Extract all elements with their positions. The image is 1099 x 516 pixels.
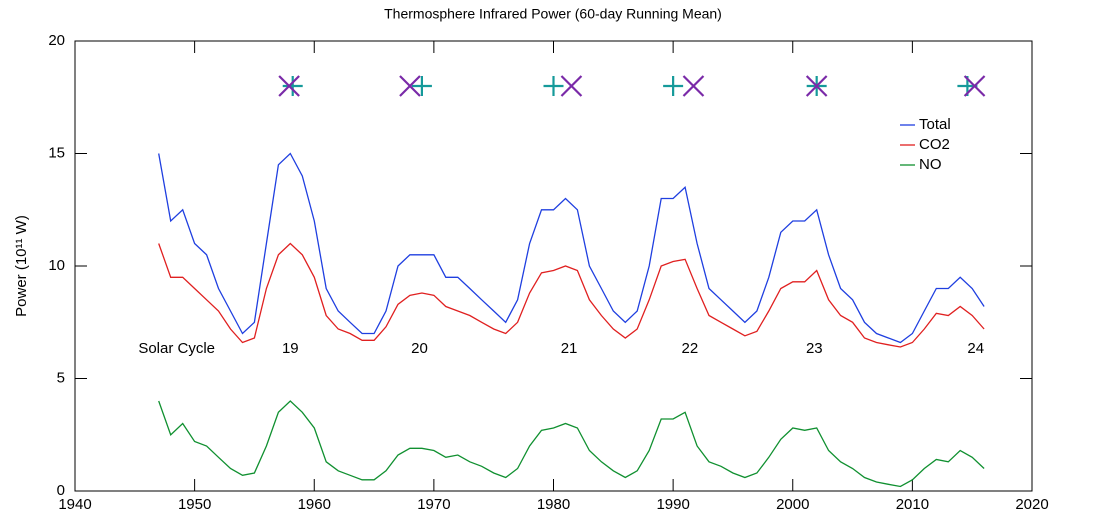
legend-label: CO2: [919, 136, 950, 153]
x-tick-label: 1970: [417, 496, 450, 513]
legend-label: NO: [919, 156, 942, 173]
y-tick-label: 15: [48, 144, 65, 161]
marker-cross: [963, 75, 986, 97]
legend-label: Total: [919, 116, 951, 133]
y-tick-label: 10: [48, 257, 65, 274]
y-tick-label: 5: [57, 369, 65, 386]
chart-title: Thermosphere Infrared Power (60-day Runn…: [384, 6, 722, 22]
annotation: 21: [561, 340, 578, 357]
marker-cross: [399, 75, 421, 97]
x-tick-label: 1940: [58, 496, 91, 513]
x-tick-label: 1980: [537, 496, 570, 513]
marker-plus: [282, 76, 303, 96]
marker-stroke: [682, 75, 705, 97]
marker-stroke: [963, 75, 986, 97]
marker-plus: [411, 76, 432, 96]
y-axis-label: Power (10¹¹ W): [13, 215, 30, 317]
x-tick-label: 1950: [178, 496, 211, 513]
marker-cross: [278, 75, 300, 97]
data-line: [158, 152, 985, 344]
marker-cross: [560, 75, 583, 97]
data-line: [158, 242, 985, 348]
x-tick-label: 2000: [776, 496, 809, 513]
x-tick-label: 2010: [896, 496, 929, 513]
x-tick-label: 2020: [1015, 496, 1048, 513]
marker-stroke: [278, 75, 300, 97]
y-tick-label: 0: [57, 482, 65, 499]
annotation: 20: [411, 340, 428, 357]
marker-cross: [682, 75, 705, 97]
marker-plus: [663, 76, 684, 96]
annotation: Solar Cycle: [138, 340, 215, 357]
marker-cross: [805, 75, 828, 97]
data-line: [158, 400, 985, 488]
annotation: 19: [282, 340, 299, 357]
marker-stroke: [805, 75, 828, 97]
x-tick-label: 1990: [656, 496, 689, 513]
x-tick-label: 1960: [298, 496, 331, 513]
annotation: 24: [967, 340, 984, 357]
annotation: 23: [806, 340, 823, 357]
marker-stroke: [560, 75, 583, 97]
plot-frame: [74, 40, 1033, 492]
annotation: 22: [682, 340, 699, 357]
y-tick-label: 20: [48, 32, 65, 49]
marker-plus: [543, 76, 564, 96]
marker-stroke: [399, 75, 421, 97]
